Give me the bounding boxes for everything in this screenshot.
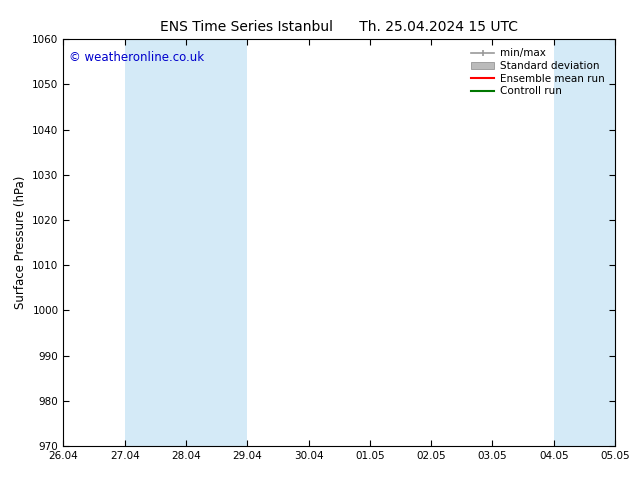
Y-axis label: Surface Pressure (hPa): Surface Pressure (hPa)	[14, 176, 27, 309]
Text: © weatheronline.co.uk: © weatheronline.co.uk	[69, 51, 204, 64]
Title: ENS Time Series Istanbul      Th. 25.04.2024 15 UTC: ENS Time Series Istanbul Th. 25.04.2024 …	[160, 20, 518, 34]
Bar	[553, 39, 615, 446]
Legend: min/max, Standard deviation, Ensemble mean run, Controll run: min/max, Standard deviation, Ensemble me…	[472, 49, 604, 97]
Bar	[125, 39, 247, 446]
